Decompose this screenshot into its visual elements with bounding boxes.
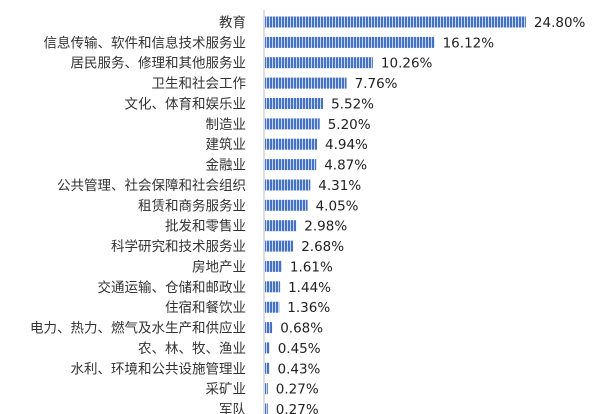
value-label: 16.12% [443,35,495,51]
category-label: 金融业 [206,158,247,174]
category-label: 制造业 [206,117,247,133]
bar [265,77,347,89]
category-label: 交通运输、仓储和邮政业 [98,279,247,296]
bar [265,342,270,354]
bar [265,403,268,414]
value-label: 4.31% [318,178,361,194]
bar [265,179,311,191]
value-label: 2.98% [304,219,347,235]
bar-series [265,16,526,414]
category-label: 公共管理、社会保障和社会组织 [57,178,246,194]
category-label: 建筑业 [206,137,247,153]
bar [265,322,273,334]
value-label: 0.68% [280,321,323,337]
category-label: 租赁和商务服务业 [138,198,246,214]
value-label: 1.44% [288,280,331,296]
category-label: 教育 [219,15,246,31]
value-label: 10.26% [381,56,433,72]
value-label: 1.61% [290,259,333,275]
value-label: 0.27% [276,382,319,398]
category-labels: 教育信息传输、软件和信息技术服务业居民服务、修理和其他服务业卫生和社会工作文化、… [30,15,246,414]
value-label: 7.76% [355,76,398,92]
bar [265,260,282,272]
value-label: 5.52% [331,97,374,113]
bar [265,199,308,211]
bar [265,220,297,232]
value-label: 24.80% [534,15,586,31]
category-label: 文化、体育和娱乐业 [125,97,247,113]
value-label: 0.27% [276,402,319,414]
bar [265,383,268,395]
category-label: 信息传输、软件和信息技术服务业 [44,34,247,51]
category-label: 农、林、牧、渔业 [138,341,246,357]
bar [265,57,373,69]
bar [265,362,270,374]
bar [265,98,324,109]
category-label: 军队 [219,402,246,414]
value-label: 0.43% [278,361,321,377]
category-label: 住宿和餐饮业 [165,299,246,316]
bar [265,36,435,48]
value-label: 2.68% [301,239,344,255]
category-label: 房地产业 [192,259,246,275]
category-label: 电力、热力、燃气及水生产和供应业 [30,320,246,337]
bar [265,240,294,252]
value-label: 1.36% [287,300,330,316]
bar [265,159,317,171]
category-label: 批发和零售业 [165,219,246,235]
value-label: 4.94% [325,137,368,153]
category-label: 采矿业 [206,382,247,398]
value-label: 4.87% [324,158,367,174]
category-label: 卫生和社会工作 [152,76,247,92]
bar [265,118,320,130]
value-label: 0.45% [278,341,321,357]
value-label: 4.05% [316,198,359,214]
bar [265,301,280,313]
value-label: 5.20% [328,117,371,133]
bar [265,16,526,28]
value-labels: 24.80% 16.12% 10.26% 7.76% 5.52% 5.20% 4.94% 4.… [276,15,586,414]
bar [265,281,281,293]
category-label: 居民服务、修理和其他服务业 [71,56,247,72]
category-label: 科学研究和技术服务业 [111,239,246,255]
category-label: 水利、环境和公共设施管理业 [71,361,247,377]
bar [265,138,317,150]
